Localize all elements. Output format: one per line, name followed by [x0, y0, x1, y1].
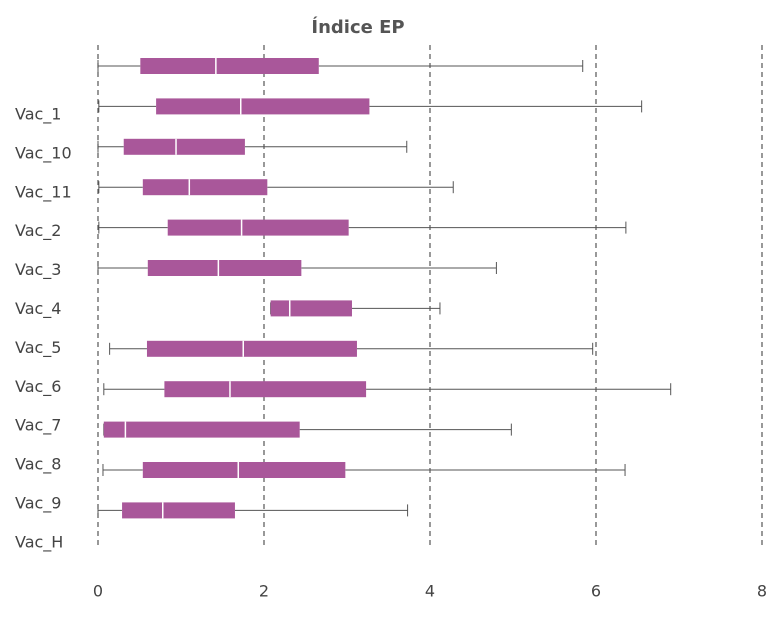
box [123, 138, 245, 155]
y-tick-label: Vac_2 [15, 221, 61, 241]
y-tick-label: Vac_3 [15, 260, 61, 280]
box [164, 381, 367, 398]
x-tick-label: 8 [757, 582, 767, 601]
y-tick-label: Vac_H [15, 532, 63, 552]
y-tick-label: Vac_4 [15, 299, 61, 319]
y-tick-label: Vac_10 [15, 143, 72, 163]
box [140, 58, 319, 74]
y-tick-label: Vac_5 [15, 338, 61, 358]
y-tick-label: Vac_6 [15, 377, 61, 397]
box [142, 462, 346, 478]
x-tick-label: 4 [425, 582, 435, 601]
y-tick-label: Vac_7 [15, 416, 61, 436]
box [122, 502, 235, 519]
box [146, 340, 357, 357]
y-tick-label: Vac_11 [15, 182, 72, 202]
x-tick-label: 6 [591, 582, 601, 601]
box [147, 260, 302, 276]
y-tick-label: Vac_8 [15, 455, 61, 475]
box [142, 179, 268, 196]
y-tick-label: Vac_9 [15, 494, 61, 514]
chart-title: Índice EP [311, 16, 404, 38]
x-tick-label: 0 [93, 582, 103, 601]
box [156, 98, 370, 115]
box [167, 219, 349, 236]
y-tick-label: Vac_1 [15, 105, 61, 125]
box [103, 421, 300, 438]
x-tick-label: 2 [259, 582, 269, 601]
box [270, 300, 352, 317]
